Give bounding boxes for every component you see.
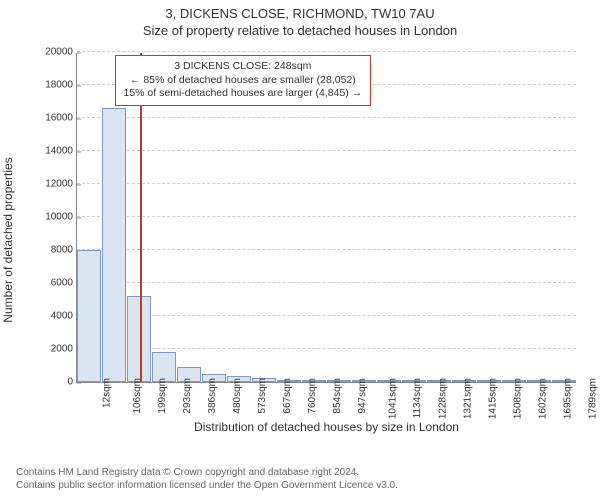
y-gridline	[77, 348, 576, 349]
x-tick: 1228sqm	[438, 378, 449, 419]
y-tick: 4000	[51, 311, 77, 322]
y-tick: 0	[67, 377, 77, 388]
y-tick: 6000	[51, 278, 77, 289]
y-gridline	[77, 150, 576, 151]
x-tick: 1508sqm	[513, 378, 524, 419]
y-tick: 16000	[45, 113, 77, 124]
y-tick: 14000	[45, 146, 77, 157]
y-gridline	[77, 249, 576, 250]
y-tick: 8000	[51, 245, 77, 256]
y-gridline	[77, 51, 576, 52]
x-tick: 386sqm	[207, 378, 218, 414]
footer-line2: Contains public sector information licen…	[16, 480, 398, 493]
chart-container: Number of detached properties Distributi…	[32, 45, 584, 435]
annotation-line2: ← 85% of detached houses are smaller (28…	[124, 74, 363, 88]
x-tick: 667sqm	[282, 378, 293, 414]
y-gridline	[77, 216, 576, 217]
x-tick: 760sqm	[307, 378, 318, 414]
x-tick: 1134sqm	[412, 378, 423, 418]
x-tick: 854sqm	[332, 378, 343, 414]
x-tick: 480sqm	[232, 378, 243, 414]
x-tick: 293sqm	[182, 378, 193, 414]
x-tick: 199sqm	[157, 378, 168, 414]
y-gridline	[77, 183, 576, 184]
y-tick: 10000	[45, 212, 77, 223]
x-tick: 1695sqm	[563, 378, 574, 419]
x-tick: 947sqm	[357, 378, 368, 414]
y-axis-label: Number of detached properties	[1, 157, 15, 322]
histogram-bar	[102, 108, 126, 382]
x-axis-label: Distribution of detached houses by size …	[194, 420, 459, 434]
chart-title-block: 3, DICKENS CLOSE, RICHMOND, TW10 7AU Siz…	[0, 0, 600, 38]
y-gridline	[77, 117, 576, 118]
plot-area: Distribution of detached houses by size …	[76, 53, 576, 383]
footer-line1: Contains HM Land Registry data © Crown c…	[16, 467, 398, 480]
y-gridline	[77, 282, 576, 283]
y-tick: 20000	[45, 47, 77, 58]
x-tick: 573sqm	[257, 378, 268, 414]
x-tick: 1041sqm	[388, 378, 399, 419]
annotation-box: 3 DICKENS CLOSE: 248sqm← 85% of detached…	[115, 55, 372, 106]
x-tick: 12sqm	[102, 378, 113, 408]
chart-title-line2: Size of property relative to detached ho…	[0, 23, 600, 38]
x-tick: 1789sqm	[588, 378, 599, 419]
y-tick: 18000	[45, 80, 77, 91]
y-tick: 2000	[51, 344, 77, 355]
x-tick: 1602sqm	[538, 378, 549, 419]
histogram-bar	[77, 250, 101, 382]
x-tick: 1321sqm	[463, 378, 474, 419]
annotation-line1: 3 DICKENS CLOSE: 248sqm	[124, 60, 363, 74]
x-tick: 106sqm	[132, 378, 143, 414]
y-tick: 12000	[45, 179, 77, 190]
chart-title-line1: 3, DICKENS CLOSE, RICHMOND, TW10 7AU	[0, 6, 600, 21]
annotation-line3: 15% of semi-detached houses are larger (…	[124, 87, 363, 101]
x-tick: 1415sqm	[488, 378, 499, 419]
y-gridline	[77, 315, 576, 316]
footer-attribution: Contains HM Land Registry data © Crown c…	[16, 467, 398, 492]
